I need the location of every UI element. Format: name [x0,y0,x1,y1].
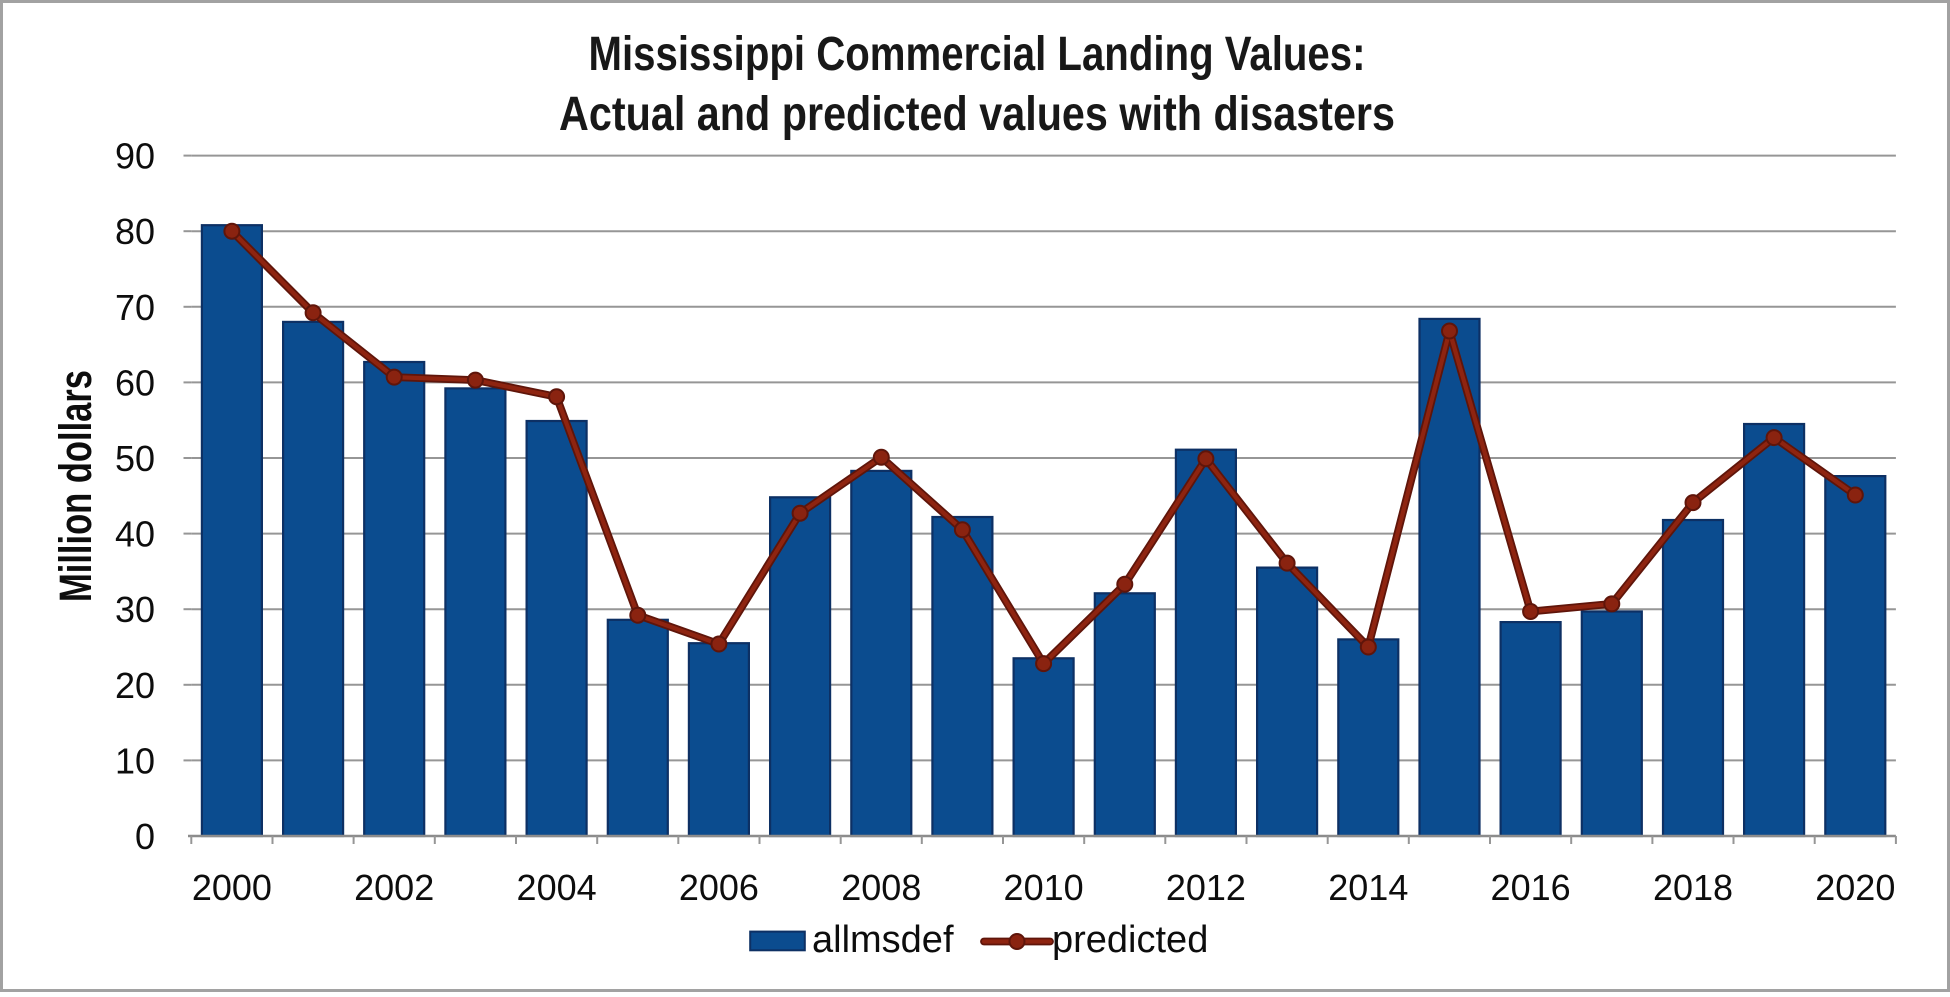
svg-text:2008: 2008 [841,867,921,908]
svg-text:20: 20 [115,665,155,706]
svg-text:2000: 2000 [192,867,272,908]
svg-text:60: 60 [115,362,155,403]
svg-text:Million dollars: Million dollars [50,370,101,602]
svg-text:2004: 2004 [517,867,597,908]
svg-text:predicted: predicted [1052,919,1208,961]
svg-text:2018: 2018 [1653,867,1733,908]
svg-text:Actual and predicted values wi: Actual and predicted values with disaste… [559,88,1395,141]
svg-text:70: 70 [115,287,155,328]
svg-text:2020: 2020 [1815,867,1895,908]
svg-text:30: 30 [115,589,155,630]
svg-text:2014: 2014 [1328,867,1408,908]
svg-text:2010: 2010 [1004,867,1084,908]
svg-text:0: 0 [135,816,155,857]
svg-text:Mississippi Commercial Landing: Mississippi Commercial Landing Values: [589,28,1366,81]
svg-text:allmsdef: allmsdef [812,919,954,961]
svg-text:2006: 2006 [679,867,759,908]
svg-text:2016: 2016 [1491,867,1571,908]
svg-text:40: 40 [115,514,155,555]
svg-text:2002: 2002 [354,867,434,908]
svg-text:10: 10 [115,740,155,781]
svg-text:90: 90 [115,136,155,177]
svg-text:2012: 2012 [1166,867,1246,908]
svg-text:50: 50 [115,438,155,479]
svg-text:80: 80 [115,211,155,252]
